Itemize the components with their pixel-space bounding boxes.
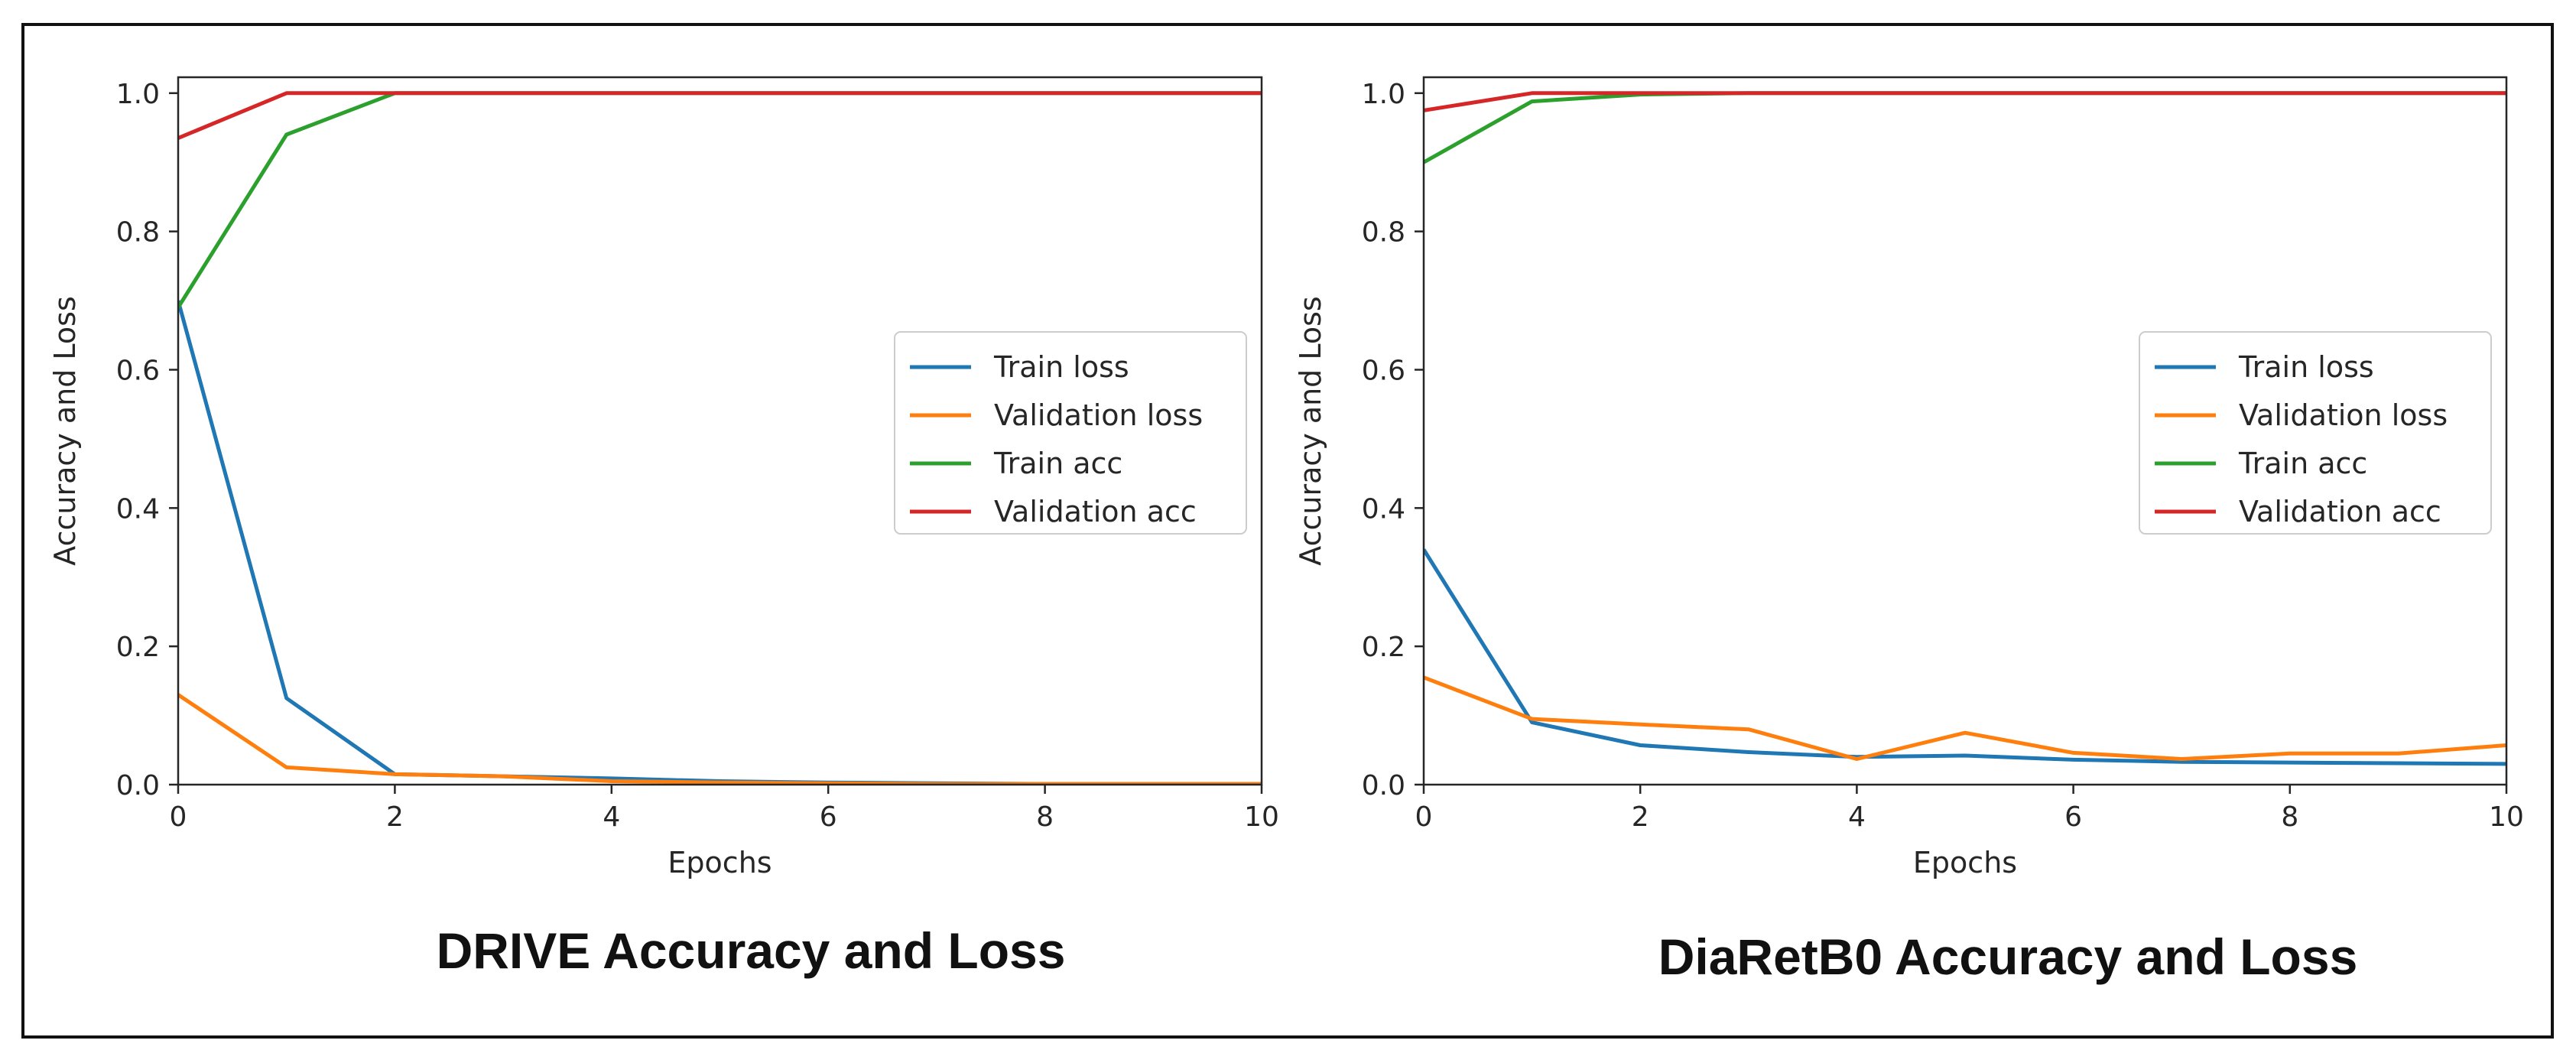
x-tick-label: 4 <box>603 801 620 833</box>
axes-frame <box>1422 76 2508 786</box>
y-tick-label: 1.0 <box>1362 79 1405 110</box>
series-line-validation-acc <box>1424 91 2506 112</box>
y-tick-label: 0.8 <box>1362 217 1405 249</box>
y-tick-label: 1.0 <box>116 79 160 110</box>
y-tick-label: 0.6 <box>116 355 160 386</box>
x-tick-label: 0 <box>170 801 187 833</box>
y-tick-label: 0.0 <box>116 770 160 801</box>
figure-frame <box>21 23 2554 1039</box>
x-tick-label: 8 <box>2281 801 2298 833</box>
y-tick-label: 0.6 <box>1362 355 1405 386</box>
chart-caption: DRIVE Accuracy and Loss <box>437 922 1066 979</box>
series-line-train-loss <box>1424 548 2506 766</box>
series-line-validation-acc <box>178 91 1262 140</box>
series-line-validation-loss <box>1424 675 2506 761</box>
x-tick-label: 2 <box>1632 801 1649 833</box>
y-axis-label: Accuracy and Loss <box>1294 296 1327 565</box>
legend-box <box>2139 331 2492 535</box>
y-tick-label: 0.8 <box>116 217 160 249</box>
x-axis-label: Epochs <box>668 846 772 879</box>
y-tick-label: 0.4 <box>1362 493 1405 525</box>
chart-1: 0 2 4 6 8 10 0.0 0.2 0.4 0.6 0.8 1.0 Epochs Accuracy … <box>48 76 1279 979</box>
x-axis-label: Epochs <box>1913 846 2017 879</box>
legend-label: Train acc <box>2238 447 2367 480</box>
x-tick-label: 6 <box>820 801 837 833</box>
chart-2: 0 2 4 6 8 10 0.0 0.2 0.4 0.6 0.8 1.0 Epochs Accuracy … <box>1294 76 2524 985</box>
legend-label: Train loss <box>993 350 1129 384</box>
y-axis-label: Accuracy and Loss <box>48 296 82 565</box>
x-tick-label: 10 <box>1244 801 1279 833</box>
x-tick-label: 2 <box>386 801 404 833</box>
y-tick-label: 0.2 <box>1362 632 1405 663</box>
axes-frame <box>177 76 1263 786</box>
legend-label: Train loss <box>2238 350 2374 384</box>
x-tick-label: 8 <box>1036 801 1054 833</box>
chart-caption: DiaRetB0 Accuracy and Loss <box>1658 928 2358 985</box>
y-tick-label: 0.4 <box>116 493 160 525</box>
y-tick-label: 0.2 <box>116 632 160 663</box>
legend-label: Validation acc <box>994 495 1197 528</box>
y-tick-label: 0.0 <box>1362 770 1405 801</box>
legend-label: Train acc <box>993 447 1122 480</box>
legend-label: Validation loss <box>2239 398 2448 432</box>
legend-box <box>894 331 1247 535</box>
x-tick-label: 10 <box>2489 801 2524 833</box>
legend-label: Validation acc <box>2239 495 2441 528</box>
x-tick-label: 4 <box>1848 801 1866 833</box>
x-tick-label: 0 <box>1415 801 1433 833</box>
legend-label: Validation loss <box>994 398 1203 432</box>
x-tick-label: 6 <box>2064 801 2082 833</box>
